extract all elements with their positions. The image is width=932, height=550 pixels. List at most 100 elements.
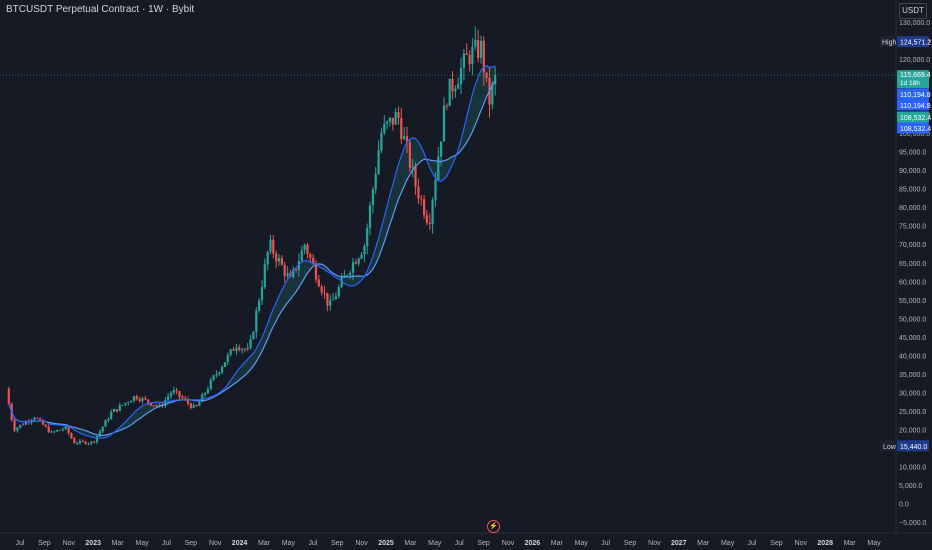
candle-body[interactable] <box>149 402 153 406</box>
candle-body[interactable] <box>277 258 281 262</box>
candles[interactable] <box>7 26 497 446</box>
candle-body[interactable] <box>204 393 207 395</box>
candle-body[interactable] <box>147 399 150 403</box>
candle-body[interactable] <box>428 222 431 224</box>
candle-body[interactable] <box>266 251 269 265</box>
candle-body[interactable] <box>223 362 227 367</box>
candle-body[interactable] <box>113 409 116 412</box>
candle-body[interactable] <box>16 427 19 431</box>
candle-body[interactable] <box>260 287 264 301</box>
candle-body[interactable] <box>13 419 16 431</box>
candle-body[interactable] <box>169 392 173 397</box>
candle-body[interactable] <box>229 349 232 355</box>
candle-body[interactable] <box>286 273 289 276</box>
candle-body[interactable] <box>411 166 414 168</box>
candle-body[interactable] <box>295 269 298 270</box>
candle-body[interactable] <box>360 254 363 259</box>
candle-body[interactable] <box>323 292 326 294</box>
candle-body[interactable] <box>115 409 118 411</box>
candle-body[interactable] <box>218 372 221 374</box>
candle-body[interactable] <box>221 367 224 373</box>
candle-body[interactable] <box>477 39 480 58</box>
candle-body[interactable] <box>269 239 272 252</box>
candle-body[interactable] <box>263 264 266 287</box>
candle-body[interactable] <box>84 441 87 444</box>
candle-body[interactable] <box>306 244 309 255</box>
candle-body[interactable] <box>172 390 175 393</box>
candle-body[interactable] <box>448 78 451 107</box>
candle-body[interactable] <box>232 349 235 351</box>
candle-body[interactable] <box>70 433 73 439</box>
candle-body[interactable] <box>206 389 209 393</box>
candle-body[interactable] <box>104 420 107 427</box>
candle-body[interactable] <box>138 399 141 401</box>
candle-body[interactable] <box>238 347 241 351</box>
candle-body[interactable] <box>212 375 215 380</box>
candle-body[interactable] <box>442 105 446 142</box>
candle-body[interactable] <box>309 254 312 258</box>
candle-body[interactable] <box>118 405 121 411</box>
candle-body[interactable] <box>474 39 477 47</box>
candle-body[interactable] <box>189 403 192 408</box>
candle-body[interactable] <box>36 418 39 419</box>
candle-body[interactable] <box>366 228 369 247</box>
candle-body[interactable] <box>81 440 84 442</box>
candle-body[interactable] <box>195 405 198 406</box>
candle-body[interactable] <box>471 46 474 64</box>
candle-body[interactable] <box>292 269 295 277</box>
candle-body[interactable] <box>457 84 460 89</box>
candle-body[interactable] <box>340 277 343 288</box>
candle-body[interactable] <box>110 412 113 419</box>
candle-body[interactable] <box>425 215 428 223</box>
candle-body[interactable] <box>400 117 403 139</box>
candle-body[interactable] <box>417 186 420 199</box>
candle-body[interactable] <box>175 390 178 392</box>
candle-body[interactable] <box>78 440 81 444</box>
candle-body[interactable] <box>314 263 318 280</box>
candle-body[interactable] <box>53 431 56 433</box>
candle-body[interactable] <box>215 374 218 376</box>
candle-body[interactable] <box>351 262 355 273</box>
candle-body[interactable] <box>186 399 190 404</box>
candle-body[interactable] <box>354 262 357 264</box>
candle-body[interactable] <box>7 388 10 404</box>
candle-body[interactable] <box>326 292 329 306</box>
candle-body[interactable] <box>255 310 258 332</box>
candle-body[interactable] <box>482 40 485 73</box>
candle-body[interactable] <box>280 258 283 265</box>
candle-body[interactable] <box>491 84 494 105</box>
candle-body[interactable] <box>320 286 323 293</box>
candle-body[interactable] <box>380 132 383 151</box>
candle-body[interactable] <box>420 198 423 200</box>
candle-body[interactable] <box>167 396 170 400</box>
candle-body[interactable] <box>130 401 133 403</box>
candle-body[interactable] <box>87 443 90 445</box>
candle-body[interactable] <box>181 396 184 399</box>
candle-body[interactable] <box>388 117 391 122</box>
candle-body[interactable] <box>135 396 138 400</box>
candle-body[interactable] <box>141 398 144 401</box>
candle-body[interactable] <box>61 428 64 430</box>
candle-body[interactable] <box>44 424 47 427</box>
candle-body[interactable] <box>403 136 406 139</box>
candle-body[interactable] <box>246 347 249 350</box>
candle-body[interactable] <box>184 398 187 400</box>
candle-body[interactable] <box>209 379 212 390</box>
candle-body[interactable] <box>431 199 434 224</box>
candle-body[interactable] <box>349 272 352 276</box>
candle-body[interactable] <box>337 287 340 297</box>
candle-body[interactable] <box>408 142 411 168</box>
candle-body[interactable] <box>39 418 42 421</box>
candle-body[interactable] <box>93 441 96 443</box>
candle-body[interactable] <box>303 244 306 251</box>
candle-body[interactable] <box>272 239 275 254</box>
candle-body[interactable] <box>329 300 332 306</box>
candle-body[interactable] <box>317 279 320 287</box>
candle-body[interactable] <box>397 112 400 118</box>
candle-body[interactable] <box>357 258 360 264</box>
candle-body[interactable] <box>332 299 335 301</box>
candle-body[interactable] <box>377 150 380 174</box>
candle-body[interactable] <box>479 40 483 58</box>
candle-body[interactable] <box>423 199 426 216</box>
